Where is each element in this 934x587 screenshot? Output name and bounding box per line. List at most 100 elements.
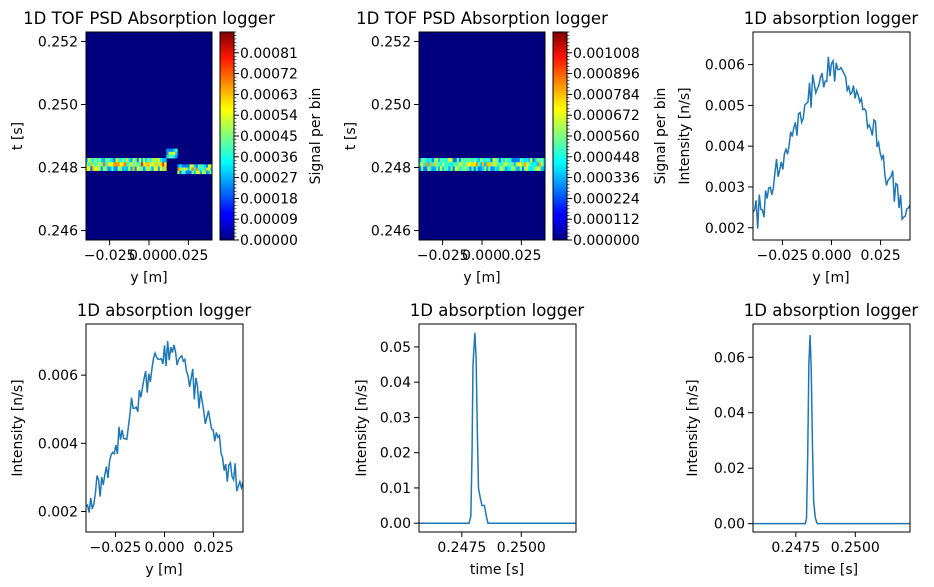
heatmap-cell	[181, 170, 184, 175]
heatmap-cell	[450, 166, 453, 171]
x-axis-ticks: 0.2475 0.2500	[771, 532, 880, 556]
heatmap-cell	[92, 158, 95, 163]
heatmap-cell	[170, 154, 174, 159]
heatmap-cell	[448, 162, 451, 167]
x-tick-label: 0.000	[129, 248, 169, 264]
heatmap-cell	[538, 158, 542, 163]
plot-area	[419, 32, 545, 240]
heatmap-cell	[530, 162, 533, 167]
heatmap-cell	[151, 166, 154, 171]
heatmap-cell	[496, 162, 500, 167]
heatmap-cell	[435, 166, 439, 171]
heatmap-cell	[115, 158, 119, 163]
heatmap-cell	[463, 162, 466, 167]
heatmap-cell	[454, 158, 458, 163]
heatmap-cell	[521, 162, 525, 167]
heatmap-cell	[530, 166, 533, 171]
x-axis-label: y [m]	[463, 270, 500, 286]
heatmap-cell	[456, 166, 460, 171]
heatmap-cell	[496, 166, 500, 171]
heatmap-cell	[467, 166, 470, 171]
heatmap-cell	[454, 162, 458, 167]
heatmap-cell	[134, 162, 138, 167]
heatmap-cell	[511, 158, 514, 163]
heatmap-cell	[517, 166, 521, 171]
y-axis-label: Intensity [n/s]	[354, 379, 370, 476]
heatmap-cell	[179, 167, 182, 171]
heatmap-cell	[524, 166, 527, 171]
heatmap-cell	[492, 158, 495, 163]
heatmap-cell	[467, 158, 470, 163]
heatmap-cell	[450, 158, 453, 163]
heatmap-cell	[205, 170, 209, 175]
heatmap-cell	[484, 158, 487, 163]
heatmap-cell	[147, 158, 150, 163]
heatmap-cell	[482, 162, 485, 167]
heatmap-cell	[199, 167, 203, 171]
colorbar-tick-label: 0.000336	[573, 171, 640, 187]
heatmap-cell	[467, 162, 470, 167]
heatmap-cell	[166, 148, 169, 153]
heatmap-cell	[492, 162, 495, 167]
colorbar-tick-label: 0.000112	[573, 212, 640, 228]
heatmap-cell	[149, 166, 152, 171]
heatmap-cell	[446, 166, 449, 171]
heatmap-cell	[500, 158, 504, 163]
heatmap-cell	[98, 158, 102, 163]
heatmap-cell	[113, 166, 116, 171]
colorbar-label: Signal per bin	[308, 88, 324, 185]
data-line	[753, 335, 910, 525]
heatmap-cell	[465, 166, 468, 171]
heatmap-cell	[465, 158, 468, 163]
heatmap-cell	[513, 162, 516, 167]
heatmap-cell	[201, 164, 205, 168]
heatmap-cell	[496, 158, 500, 163]
heatmap-cell	[473, 166, 476, 171]
heatmap-cell	[425, 166, 428, 171]
heatmap-cell	[132, 162, 135, 167]
heatmap-cell	[511, 166, 514, 171]
y-tick-label: 0.250	[38, 97, 78, 113]
heatmap-cell	[138, 166, 142, 171]
y-axis-label: Intensity [n/s]	[10, 379, 26, 476]
heatmap-cell	[117, 158, 121, 163]
heatmap-bands	[419, 158, 546, 171]
heatmap-cell	[205, 167, 209, 171]
heatmap-cell	[119, 162, 123, 167]
heatmap-cell	[179, 170, 182, 175]
heatmap-cell	[509, 162, 512, 167]
heatmap-cell	[162, 158, 165, 163]
heatmap-cell	[521, 158, 525, 163]
heatmap-cell	[205, 164, 209, 168]
data-line	[752, 56, 911, 229]
heatmap-cell	[136, 158, 140, 163]
heatmap-cell	[179, 164, 182, 168]
x-tick-label: −0.025	[417, 248, 469, 264]
heatmap-cell	[540, 162, 544, 167]
heatmap-cell	[442, 162, 445, 167]
colorbar	[219, 31, 235, 241]
heatmap-cell	[119, 166, 123, 171]
heatmap-cell	[151, 162, 154, 167]
heatmap-cell	[166, 151, 169, 156]
colorbar-tick-label: 0.00027	[240, 171, 298, 187]
colorbar-tick-label: 0.00063	[240, 87, 298, 103]
y-axis-ticks: 0.246 0.248 0.250 0.252	[38, 34, 86, 240]
heatmap-cell	[435, 162, 439, 167]
heatmap-cell	[473, 158, 476, 163]
heatmap-cell	[427, 158, 430, 163]
heatmap-cell	[437, 166, 441, 171]
heatmap-cell	[193, 164, 196, 168]
heatmap-cell	[482, 166, 485, 171]
heatmap-cell	[111, 162, 114, 167]
y-tick-label: 0.00	[714, 517, 745, 533]
heatmap-cell	[109, 162, 112, 167]
heatmap-cell	[431, 166, 434, 171]
heatmap-cell	[86, 166, 89, 171]
heatmap-cell	[207, 164, 211, 168]
heatmap-cell	[540, 166, 544, 171]
heatmap-cell	[528, 166, 531, 171]
y-tick-label: 0.246	[38, 224, 78, 240]
colorbar-ticks: 0.000000 0.000112 0.000224 0.000336 0.000448…	[567, 31, 640, 249]
